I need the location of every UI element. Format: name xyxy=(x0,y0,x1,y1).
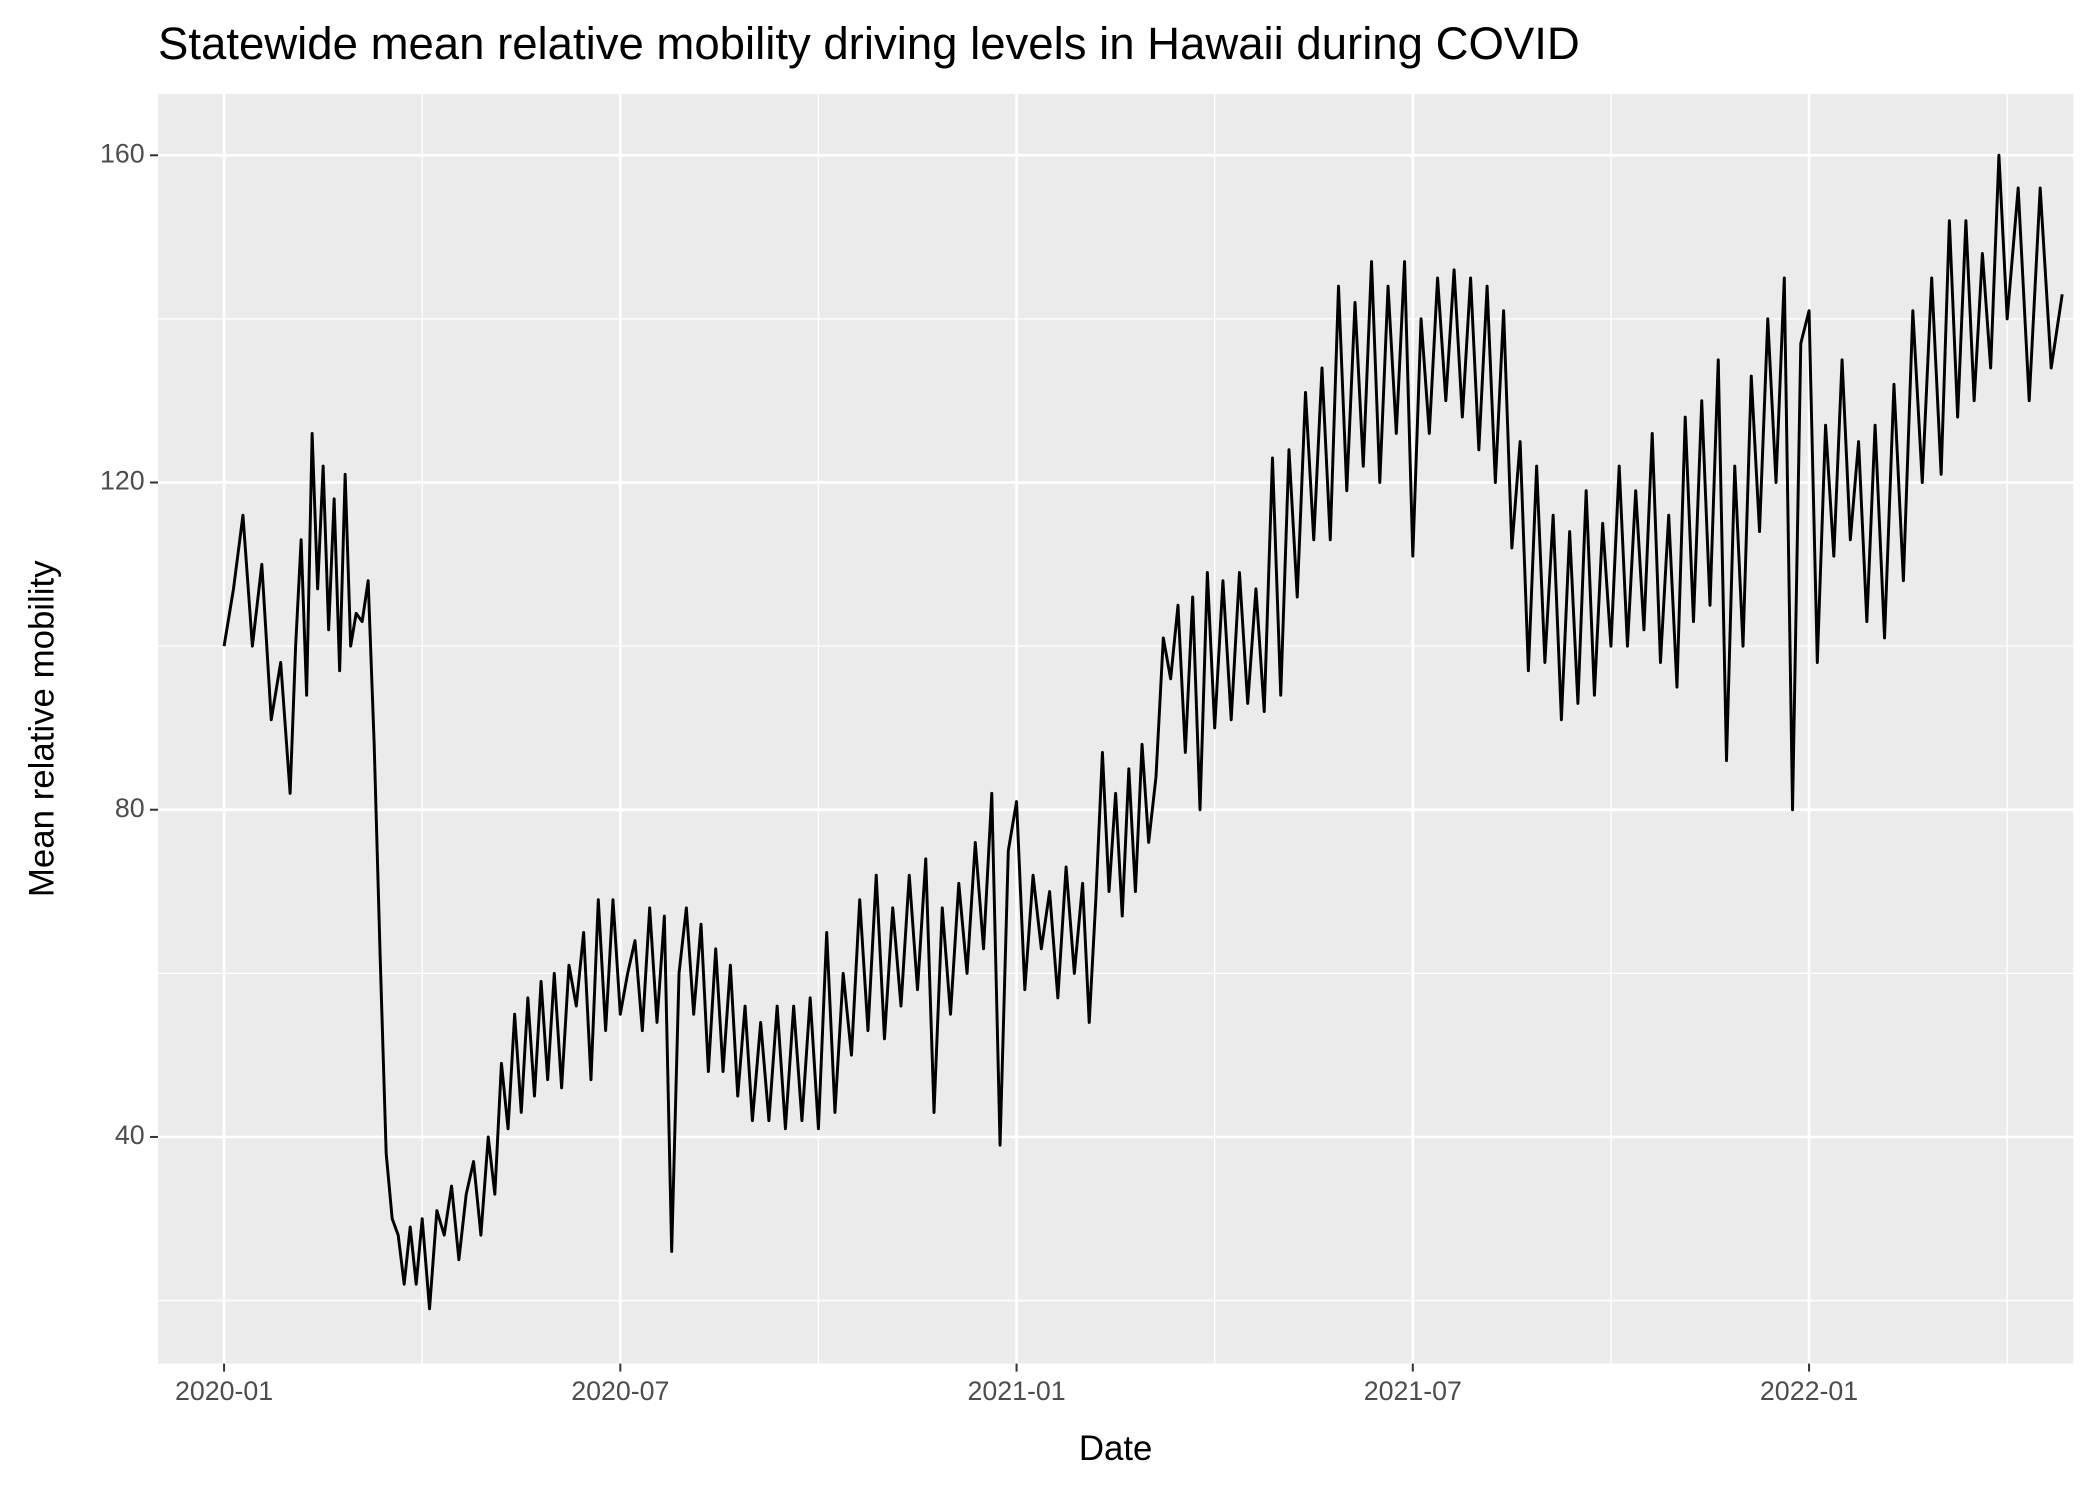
x-tick-label: 2022-01 xyxy=(1760,1376,1858,1406)
x-tick-label: 2020-07 xyxy=(571,1376,669,1406)
y-tick-label: 160 xyxy=(100,138,145,168)
y-tick-label: 80 xyxy=(115,793,145,823)
x-tick-label: 2021-01 xyxy=(967,1376,1065,1406)
y-tick-label: 40 xyxy=(115,1120,145,1150)
line xyxy=(222,153,2064,1311)
y-tick-label: 120 xyxy=(100,466,145,496)
x-tick-label: 2021-07 xyxy=(1364,1376,1462,1406)
x-axis-label: Date xyxy=(1079,1429,1153,1468)
chart-title: Statewide mean relative mobility driving… xyxy=(158,18,1580,69)
x-tick-label: 2020-01 xyxy=(175,1376,273,1406)
panel xyxy=(158,93,2074,1364)
y-axis-label: Mean relative mobility xyxy=(22,560,61,897)
